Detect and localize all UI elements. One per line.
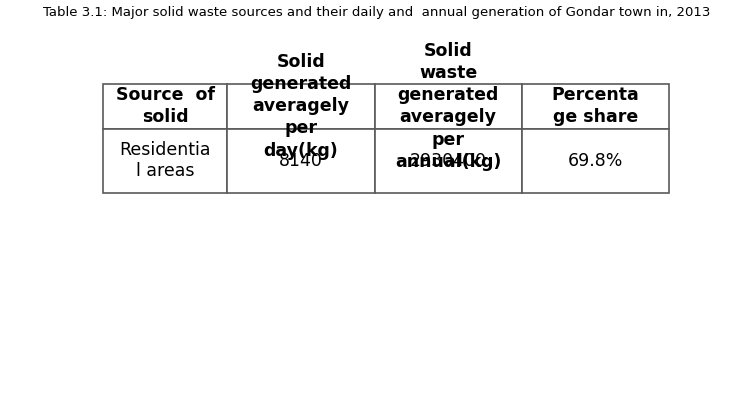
Text: 69.8%: 69.8% xyxy=(568,152,623,170)
Bar xyxy=(374,129,522,193)
Text: Residentia
l areas: Residentia l areas xyxy=(120,141,211,180)
Bar xyxy=(103,129,227,193)
Text: 2930400: 2930400 xyxy=(410,152,486,170)
Text: Solid
waste
generated
averagely
per
annual(kg): Solid waste generated averagely per annu… xyxy=(395,42,501,171)
Bar xyxy=(227,129,374,193)
Bar xyxy=(522,84,669,129)
Text: Table 3.1: Major solid waste sources and their daily and  annual generation of G: Table 3.1: Major solid waste sources and… xyxy=(43,6,710,19)
Bar xyxy=(522,129,669,193)
Bar xyxy=(103,84,227,129)
Bar xyxy=(227,84,374,129)
Text: Solid
generated
averagely
per
day(kg): Solid generated averagely per day(kg) xyxy=(250,53,352,160)
Bar xyxy=(374,84,522,129)
Text: Percenta
ge share: Percenta ge share xyxy=(551,86,639,126)
Text: Source  of
solid: Source of solid xyxy=(116,86,215,126)
Text: 8140: 8140 xyxy=(279,152,323,170)
